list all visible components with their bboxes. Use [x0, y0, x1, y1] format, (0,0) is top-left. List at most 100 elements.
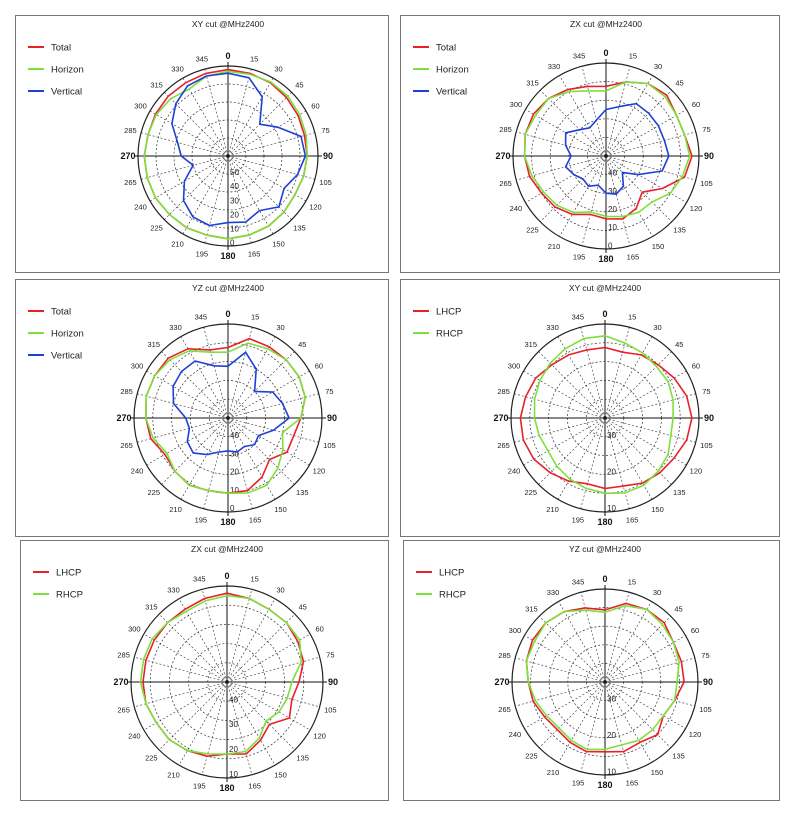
angle-label: 75 [702, 125, 710, 134]
legend-label: LHCP [436, 307, 461, 318]
radial-label: 20 [229, 745, 238, 754]
grid-spoke [143, 633, 228, 683]
polar-chart-5: ZX cut @MHz2400 0 15 30 45 60 75 90 105 120 135 150… [33, 544, 338, 793]
angle-label: 90 [703, 677, 713, 687]
angle-label: 120 [313, 732, 326, 741]
grid-spoke [164, 155, 229, 220]
radial-label: 20 [230, 468, 239, 477]
angle-label: 330 [547, 588, 560, 597]
grid-spoke [227, 132, 316, 157]
grid-spoke [604, 592, 630, 683]
angle-label: 165 [626, 515, 639, 524]
angle-label: 135 [673, 488, 686, 497]
grid-spoke [515, 681, 606, 707]
grid-spoke [227, 370, 310, 419]
angle-label: 75 [325, 387, 333, 396]
grid-spoke [539, 616, 606, 683]
angle-label: 60 [311, 102, 319, 111]
angle-label: 270 [493, 413, 508, 423]
angle-label: 285 [120, 387, 133, 396]
legend-label: RHCP [56, 590, 83, 601]
grid-spoke [540, 155, 607, 222]
legend-label: Total [51, 43, 71, 54]
angle-label: 195 [196, 250, 209, 259]
angle-label: 270 [495, 151, 510, 161]
angle-label: 240 [131, 467, 144, 476]
polar-chart-2: ZX cut @MHz2400 0 15 30 45 60 75 90 105 120 135 150… [413, 19, 714, 264]
radial-label: 0 [230, 238, 235, 247]
radial-label: 40 [229, 695, 238, 704]
angle-label: 345 [573, 52, 586, 61]
angle-label: 45 [674, 604, 682, 613]
grid-spoke [201, 589, 228, 683]
grid-spoke [525, 155, 607, 203]
radial-label: 20 [607, 731, 616, 740]
angle-label: 60 [692, 362, 700, 371]
angle-label: 120 [690, 204, 703, 213]
angle-label: 60 [691, 626, 699, 635]
grid-spoke [605, 66, 631, 157]
legend-label: Vertical [436, 87, 467, 98]
angle-label: 105 [324, 706, 337, 715]
angle-label: 265 [120, 441, 133, 450]
chart-title: ZX cut @MHz2400 [191, 544, 263, 554]
grid-spoke [140, 132, 229, 157]
angle-label: 75 [326, 650, 334, 659]
angle-label: 165 [249, 515, 262, 524]
panel-xy-cut-cp: XY cut @MHz2400 0 15 30 45 60 75 90 105 120 135 150… [400, 279, 780, 537]
radial-label: 30 [230, 449, 239, 458]
grid-spoke [605, 90, 672, 157]
grid-spoke [227, 155, 316, 180]
angle-label: 240 [510, 204, 523, 213]
radial-label: 20 [230, 210, 239, 219]
angle-label: 30 [276, 585, 284, 594]
legend-label: Horizon [51, 65, 84, 76]
grid-spoke [604, 681, 671, 748]
polar-chart-6: YZ cut @MHz2400 0 15 30 45 60 75 90 105 120 135 150… [416, 544, 713, 790]
grid-spoke [605, 75, 653, 157]
angle-label: 0 [602, 574, 607, 584]
angle-label: 0 [225, 51, 230, 61]
radial-label: 10 [607, 767, 616, 776]
grid-spoke [204, 68, 229, 157]
angle-label: 0 [224, 571, 229, 581]
series-line-rhcp [533, 334, 674, 494]
angle-label: 285 [499, 125, 512, 134]
grid-spoke [580, 681, 606, 772]
angle-label: 15 [628, 578, 636, 587]
angle-label: 105 [699, 705, 712, 714]
grid-spoke [227, 155, 292, 220]
angle-label: 135 [296, 488, 309, 497]
radial-label: 0 [230, 504, 235, 513]
grid-spoke [604, 681, 686, 729]
angle-label: 285 [124, 126, 137, 135]
grid-spoke [559, 155, 607, 237]
series-line-vertical [564, 102, 670, 195]
angle-label: 90 [704, 413, 714, 423]
angle-label: 225 [145, 754, 158, 763]
angle-label: 0 [603, 48, 608, 58]
series-line-vertical [171, 72, 307, 227]
angle-label: 135 [293, 223, 306, 232]
angle-label: 90 [328, 677, 338, 687]
grid-spoke [604, 681, 630, 772]
angle-label: 315 [150, 81, 163, 90]
grid-spoke [158, 613, 228, 683]
angle-label: 30 [653, 588, 661, 597]
radial-label: 40 [230, 431, 239, 440]
angle-label: 265 [497, 441, 510, 450]
grid-spoke [227, 155, 252, 244]
grid-spoke [140, 155, 229, 180]
grid-spoke [524, 635, 606, 683]
polar-chart-4: XY cut @MHz2400 0 15 30 45 60 75 90 105 120 135 150… [413, 283, 714, 527]
grid-spoke [149, 110, 229, 157]
angle-label: 270 [120, 151, 135, 161]
angle-label: 105 [700, 441, 713, 450]
grid-spoke [525, 109, 607, 157]
grid-spoke [605, 155, 653, 237]
angle-label: 315 [147, 340, 160, 349]
grid-spoke [604, 351, 672, 419]
angle-label: 105 [323, 441, 336, 450]
angle-label: 195 [572, 515, 585, 524]
radial-label: 30 [607, 695, 616, 704]
